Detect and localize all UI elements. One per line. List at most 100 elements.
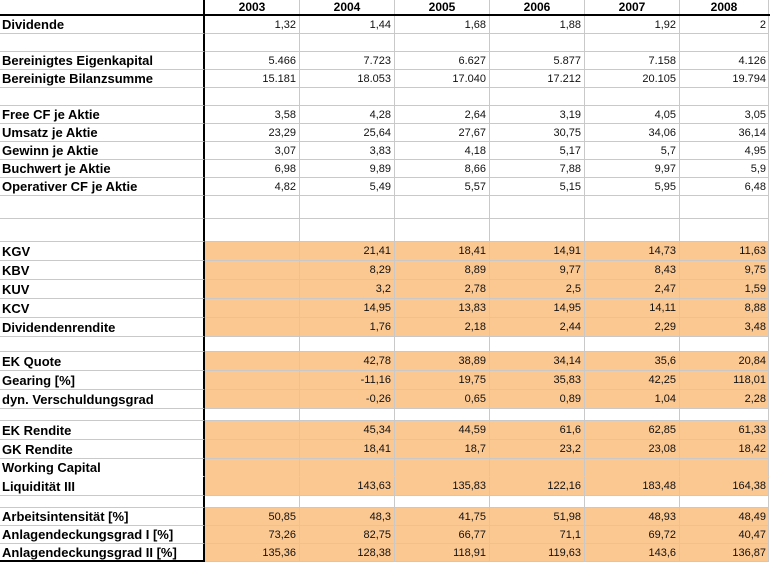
value-cell[interactable]: 6.627 bbox=[395, 52, 490, 70]
value-cell[interactable]: 38,89 bbox=[395, 352, 490, 371]
value-cell[interactable]: 5.466 bbox=[205, 52, 300, 70]
column-header-2008[interactable]: 2008 bbox=[680, 0, 769, 14]
row-label-cell[interactable]: Liquidität III bbox=[0, 477, 205, 496]
value-cell[interactable]: 13,83 bbox=[395, 299, 490, 318]
row-label-cell[interactable]: Bereinigtes Eigenkapital bbox=[0, 52, 205, 70]
value-cell[interactable] bbox=[205, 440, 300, 459]
value-cell[interactable] bbox=[205, 88, 300, 106]
value-cell[interactable]: 23,2 bbox=[490, 440, 585, 459]
row-label-cell[interactable] bbox=[0, 219, 205, 242]
value-cell[interactable]: 1,92 bbox=[585, 16, 680, 34]
value-cell[interactable]: 2,44 bbox=[490, 318, 585, 337]
value-cell[interactable]: 4,28 bbox=[300, 106, 395, 124]
value-cell[interactable] bbox=[205, 496, 300, 508]
value-cell[interactable] bbox=[680, 337, 769, 352]
value-cell[interactable]: 2,18 bbox=[395, 318, 490, 337]
value-cell[interactable]: 4.126 bbox=[680, 52, 769, 70]
value-cell[interactable] bbox=[205, 299, 300, 318]
value-cell[interactable] bbox=[205, 318, 300, 337]
value-cell[interactable]: 4,95 bbox=[680, 142, 769, 160]
value-cell[interactable] bbox=[490, 496, 585, 508]
column-header-2005[interactable]: 2005 bbox=[395, 0, 490, 14]
value-cell[interactable]: 4,82 bbox=[205, 178, 300, 196]
value-cell[interactable]: 9,75 bbox=[680, 261, 769, 280]
value-cell[interactable] bbox=[205, 421, 300, 440]
value-cell[interactable]: 118,91 bbox=[395, 544, 490, 562]
value-cell[interactable]: 1,68 bbox=[395, 16, 490, 34]
value-cell[interactable] bbox=[205, 477, 300, 496]
value-cell[interactable]: 48,93 bbox=[585, 508, 680, 526]
value-cell[interactable]: 5,57 bbox=[395, 178, 490, 196]
value-cell[interactable]: -0,26 bbox=[300, 390, 395, 409]
value-cell[interactable]: 8,89 bbox=[395, 261, 490, 280]
value-cell[interactable] bbox=[680, 88, 769, 106]
row-label-cell[interactable]: Gearing [%] bbox=[0, 371, 205, 390]
value-cell[interactable]: 14,95 bbox=[490, 299, 585, 318]
value-cell[interactable]: 14,73 bbox=[585, 242, 680, 261]
value-cell[interactable]: 2,29 bbox=[585, 318, 680, 337]
value-cell[interactable]: 143,6 bbox=[585, 544, 680, 562]
row-label-cell[interactable] bbox=[0, 409, 205, 421]
value-cell[interactable] bbox=[680, 34, 769, 52]
value-cell[interactable] bbox=[300, 337, 395, 352]
value-cell[interactable]: 18,7 bbox=[395, 440, 490, 459]
row-label-cell[interactable]: Umsatz je Aktie bbox=[0, 124, 205, 142]
value-cell[interactable]: 35,6 bbox=[585, 352, 680, 371]
value-cell[interactable] bbox=[490, 409, 585, 421]
value-cell[interactable]: 3,05 bbox=[680, 106, 769, 124]
value-cell[interactable]: 0,65 bbox=[395, 390, 490, 409]
value-cell[interactable] bbox=[300, 196, 395, 219]
value-cell[interactable]: 19,75 bbox=[395, 371, 490, 390]
value-cell[interactable]: 18,41 bbox=[395, 242, 490, 261]
value-cell[interactable]: 30,75 bbox=[490, 124, 585, 142]
value-cell[interactable]: 2,5 bbox=[490, 280, 585, 299]
row-label-cell[interactable]: Working Capital bbox=[0, 459, 205, 477]
value-cell[interactable]: 2,78 bbox=[395, 280, 490, 299]
value-cell[interactable] bbox=[300, 409, 395, 421]
value-cell[interactable]: 3,48 bbox=[680, 318, 769, 337]
value-cell[interactable]: 17.212 bbox=[490, 70, 585, 88]
value-cell[interactable]: 5,9 bbox=[680, 160, 769, 178]
row-label-cell[interactable]: Dividende bbox=[0, 16, 205, 34]
row-label-cell[interactable]: Gewinn je Aktie bbox=[0, 142, 205, 160]
value-cell[interactable]: 66,77 bbox=[395, 526, 490, 544]
value-cell[interactable]: 73,26 bbox=[205, 526, 300, 544]
row-label-cell[interactable]: Free CF je Aktie bbox=[0, 106, 205, 124]
row-label-cell[interactable]: Dividendenrendite bbox=[0, 318, 205, 337]
value-cell[interactable]: 15.181 bbox=[205, 70, 300, 88]
column-header-2007[interactable]: 2007 bbox=[585, 0, 680, 14]
row-label-cell[interactable]: dyn. Verschuldungsgrad bbox=[0, 390, 205, 409]
value-cell[interactable]: 14,95 bbox=[300, 299, 395, 318]
value-cell[interactable]: 2,64 bbox=[395, 106, 490, 124]
value-cell[interactable] bbox=[205, 352, 300, 371]
value-cell[interactable]: 8,43 bbox=[585, 261, 680, 280]
value-cell[interactable]: 1,04 bbox=[585, 390, 680, 409]
row-label-cell[interactable]: KBV bbox=[0, 261, 205, 280]
value-cell[interactable]: 19.794 bbox=[680, 70, 769, 88]
value-cell[interactable]: 4,18 bbox=[395, 142, 490, 160]
value-cell[interactable]: 18,41 bbox=[300, 440, 395, 459]
value-cell[interactable] bbox=[585, 219, 680, 242]
value-cell[interactable] bbox=[585, 196, 680, 219]
value-cell[interactable] bbox=[205, 337, 300, 352]
value-cell[interactable]: 5,17 bbox=[490, 142, 585, 160]
value-cell[interactable] bbox=[205, 219, 300, 242]
value-cell[interactable] bbox=[300, 459, 395, 477]
value-cell[interactable]: 2,47 bbox=[585, 280, 680, 299]
value-cell[interactable] bbox=[205, 459, 300, 477]
value-cell[interactable] bbox=[490, 459, 585, 477]
value-cell[interactable]: 3,58 bbox=[205, 106, 300, 124]
value-cell[interactable] bbox=[205, 242, 300, 261]
value-cell[interactable]: 3,19 bbox=[490, 106, 585, 124]
value-cell[interactable]: 61,6 bbox=[490, 421, 585, 440]
value-cell[interactable]: 23,29 bbox=[205, 124, 300, 142]
row-label-cell[interactable]: KCV bbox=[0, 299, 205, 318]
value-cell[interactable]: 0,89 bbox=[490, 390, 585, 409]
row-label-cell[interactable]: EK Rendite bbox=[0, 421, 205, 440]
value-cell[interactable] bbox=[395, 337, 490, 352]
value-cell[interactable]: 23,08 bbox=[585, 440, 680, 459]
value-cell[interactable]: 6,48 bbox=[680, 178, 769, 196]
value-cell[interactable]: 118,01 bbox=[680, 371, 769, 390]
value-cell[interactable]: 21,41 bbox=[300, 242, 395, 261]
header-corner-cell[interactable] bbox=[0, 0, 205, 14]
